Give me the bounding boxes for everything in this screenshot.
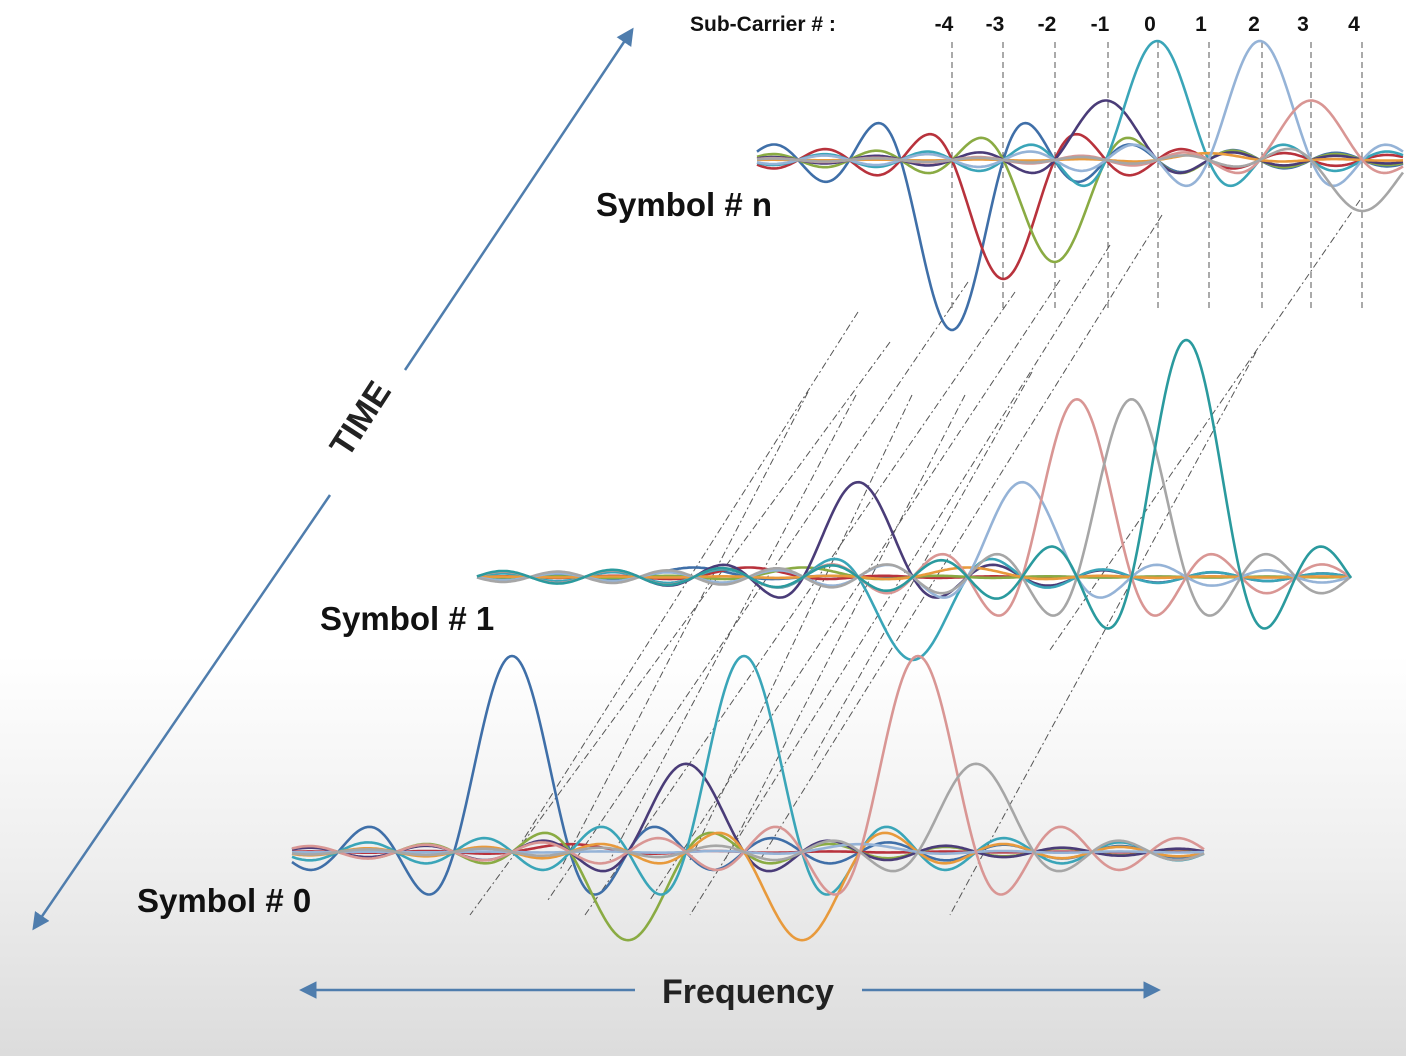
frequency-axis-label: Frequency xyxy=(662,973,834,1011)
symbol-1-carrier-4 xyxy=(476,557,1352,662)
time-guide-1 xyxy=(469,341,891,916)
subcarrier-index-2: -2 xyxy=(1038,13,1057,36)
time-guide-12 xyxy=(811,371,1033,761)
symbol-n-carrier-2 xyxy=(756,136,1404,264)
subcarrier-index-labels: -4 -3 -2 -1 0 1 2 3 4 xyxy=(935,13,1361,36)
subcarrier-index-7: 3 xyxy=(1297,13,1309,36)
symbol-n-carrier-8 xyxy=(756,147,1405,213)
time-guide-13 xyxy=(949,351,1257,916)
symbol-0-carrier-8 xyxy=(291,762,1205,873)
time-guide-10 xyxy=(689,394,913,861)
subcarrier-header-label: Sub-Carrier # : xyxy=(690,13,836,36)
time-axis-label: TIME xyxy=(323,375,399,464)
symbol-n-carrier-4 xyxy=(756,39,1404,188)
symbol-0-label: Symbol # 0 xyxy=(137,882,311,919)
time-guide-6 xyxy=(759,214,1163,861)
symbol-1-carrier-8 xyxy=(476,398,1352,617)
subcarrier-index-3: -1 xyxy=(1091,13,1110,36)
symbol-n-label: Symbol # n xyxy=(596,186,772,223)
symbol-1-label: Symbol # 1 xyxy=(320,600,494,637)
time-guide-4 xyxy=(649,279,1061,901)
symbol-0-waveforms xyxy=(291,654,1205,942)
subcarrier-index-0: -4 xyxy=(935,13,954,36)
symbol-n-carrier-3 xyxy=(756,99,1404,175)
time-guide-8 xyxy=(559,391,809,871)
symbol-1-carrier-9 xyxy=(476,338,1353,630)
guide-lines xyxy=(469,42,1363,916)
time-axis-arrow-upper xyxy=(403,27,634,371)
subcarrier-index-4: 0 xyxy=(1144,13,1156,36)
symbol-0-carrier-7 xyxy=(291,654,1205,896)
time-guide-9 xyxy=(609,394,857,861)
time-guide-3 xyxy=(584,291,1016,916)
symbol-0-carrier-4 xyxy=(291,654,1205,896)
time-guide-11 xyxy=(724,394,966,861)
subcarrier-index-8: 4 xyxy=(1348,13,1360,36)
time-axis-arrow-lower xyxy=(32,494,332,931)
subcarrier-index-5: 1 xyxy=(1195,13,1207,36)
symbol-n-waveforms xyxy=(756,39,1405,332)
subcarrier-index-1: -3 xyxy=(986,13,1005,36)
time-guide-2 xyxy=(547,281,969,901)
symbol-n-carrier-6 xyxy=(756,39,1404,188)
subcarrier-index-6: 2 xyxy=(1248,13,1260,36)
symbol-1-waveforms xyxy=(476,338,1353,662)
symbol-n-carrier-1 xyxy=(756,132,1404,281)
time-guide-5 xyxy=(689,244,1111,916)
